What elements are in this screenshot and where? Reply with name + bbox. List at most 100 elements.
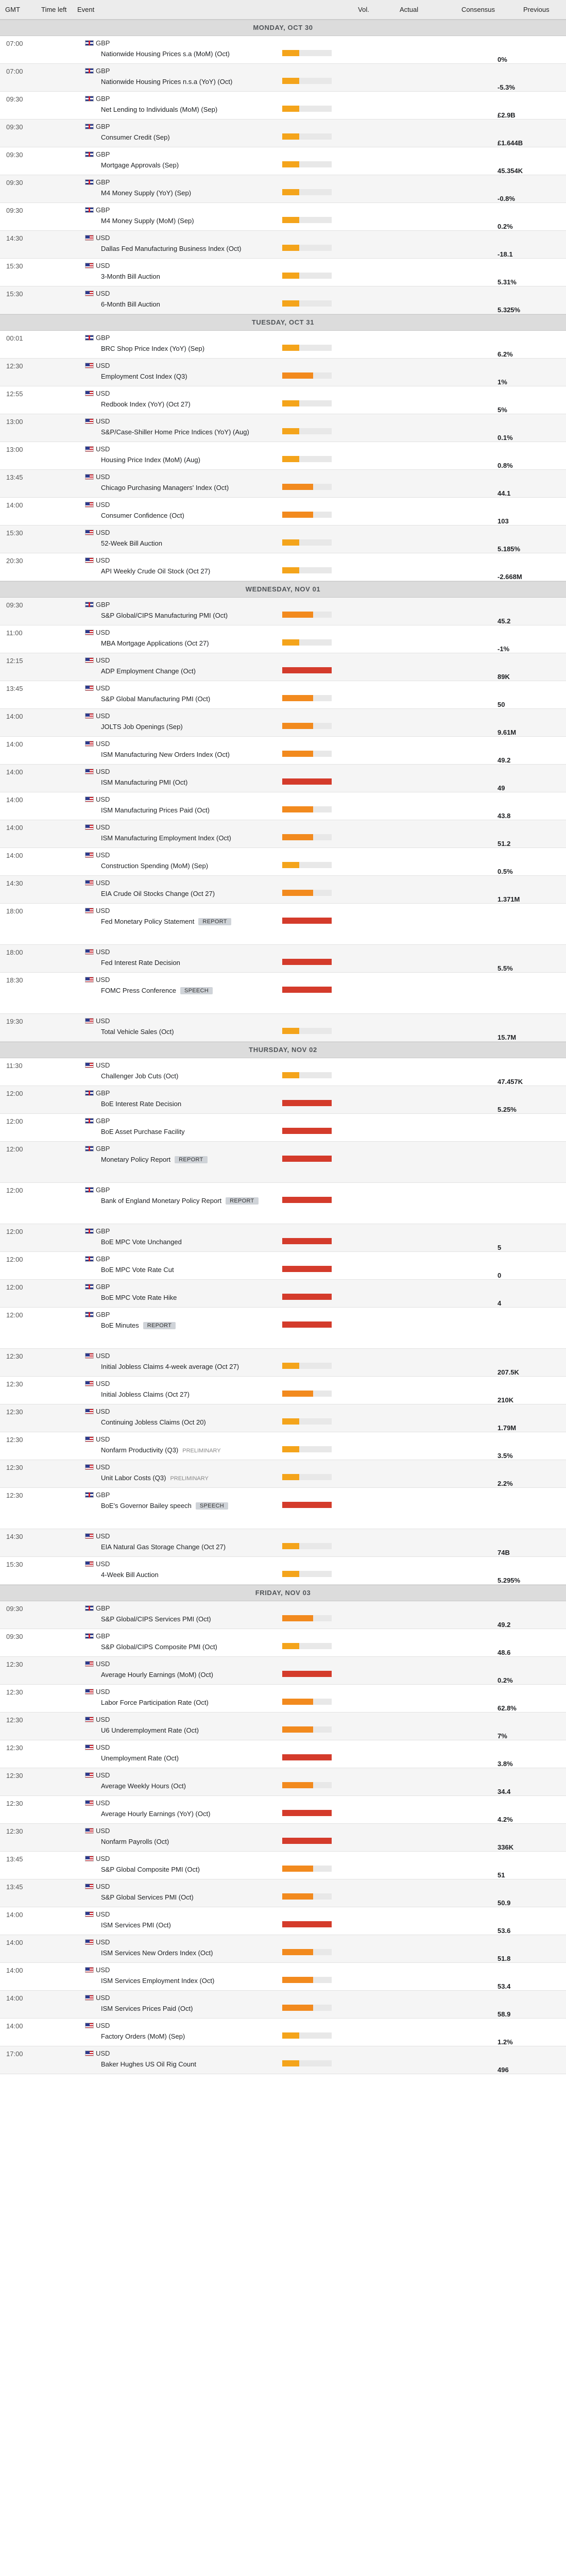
event-name[interactable]: Unemployment Rate (Oct) — [101, 1754, 179, 1762]
event-name[interactable]: Initial Jobless Claims 4-week average (O… — [101, 1363, 239, 1370]
event-name-text[interactable]: Unit Labor Costs (Q3) — [101, 1474, 166, 1482]
event-name[interactable]: Nonfarm Productivity (Q3) PRELIMINARY — [101, 1446, 221, 1454]
event-name-text[interactable]: ISM Services New Orders Index (Oct) — [101, 1949, 213, 1957]
event-name[interactable]: ISM Services Employment Index (Oct) — [101, 1977, 214, 1985]
event-name[interactable]: Monetary Policy Report REPORT — [101, 1156, 208, 1163]
event-name-text[interactable]: Employment Cost Index (Q3) — [101, 372, 187, 380]
event-row[interactable]: 11:00 USD MBA Mortgage Applications (Oct 2… — [0, 625, 566, 653]
event-name-text[interactable]: BoE Interest Rate Decision — [101, 1100, 182, 1108]
event-name-text[interactable]: M4 Money Supply (MoM) (Sep) — [101, 217, 194, 225]
event-row[interactable]: 14:00 USD ISM Services PMI (Oct) 53.6 — [0, 1907, 566, 1935]
event-name[interactable]: BoE Asset Purchase Facility — [101, 1128, 185, 1136]
event-name-text[interactable]: M4 Money Supply (YoY) (Sep) — [101, 189, 192, 197]
event-row[interactable]: 14:00 USD Construction Spending (MoM) (Sep… — [0, 848, 566, 876]
event-name-text[interactable]: Fed Monetary Policy Statement — [101, 918, 195, 925]
event-row[interactable]: 14:30 USD Dallas Fed Manufacturing Busines… — [0, 231, 566, 259]
event-row[interactable]: 12:30 USD Average Hourly Earnings (MoM) (O… — [0, 1657, 566, 1685]
event-name[interactable]: Initial Jobless Claims (Oct 27) — [101, 1391, 190, 1398]
event-row[interactable]: 12:15 USD ADP Employment Change (Oct) 89K — [0, 653, 566, 681]
event-row[interactable]: 12:00 GBP BoE MPC Vote Unchanged 5 — [0, 1224, 566, 1252]
event-name-text[interactable]: 6-Month Bill Auction — [101, 300, 160, 308]
event-name-text[interactable]: BoE Asset Purchase Facility — [101, 1128, 185, 1136]
event-name[interactable]: S&P Global Composite PMI (Oct) — [101, 1866, 200, 1873]
event-name[interactable]: S&P Global/CIPS Composite PMI (Oct) — [101, 1643, 217, 1651]
event-name-text[interactable]: S&P Global Composite PMI (Oct) — [101, 1866, 200, 1873]
event-name-text[interactable]: U6 Underemployment Rate (Oct) — [101, 1726, 199, 1734]
event-name-text[interactable]: ISM Manufacturing Prices Paid (Oct) — [101, 806, 210, 814]
event-name[interactable]: MBA Mortgage Applications (Oct 27) — [101, 639, 209, 647]
event-row[interactable]: 09:30 GBP Mortgage Approvals (Sep) 45.354K — [0, 147, 566, 175]
event-name[interactable]: S&P Global/CIPS Manufacturing PMI (Oct) — [101, 612, 228, 619]
event-row[interactable]: 14:00 USD JOLTS Job Openings (Sep) 9.61M — [0, 709, 566, 737]
event-row[interactable]: 14:00 USD ISM Manufacturing New Orders Ind… — [0, 737, 566, 765]
event-name[interactable]: ISM Services Prices Paid (Oct) — [101, 2005, 193, 2012]
event-name-text[interactable]: BoE Minutes — [101, 1321, 139, 1329]
event-row[interactable]: 12:30 USD Initial Jobless Claims 4-week av… — [0, 1349, 566, 1377]
event-name[interactable]: Unit Labor Costs (Q3) PRELIMINARY — [101, 1474, 209, 1482]
event-name-text[interactable]: Factory Orders (MoM) (Sep) — [101, 2032, 185, 2040]
event-name[interactable]: BoE MPC Vote Rate Hike — [101, 1294, 177, 1301]
event-name[interactable]: EIA Natural Gas Storage Change (Oct 27) — [101, 1543, 226, 1551]
event-row[interactable]: 12:30 USD Initial Jobless Claims (Oct 27) 2… — [0, 1377, 566, 1404]
event-row[interactable]: 20:30 USD API Weekly Crude Oil Stock (Oct … — [0, 553, 566, 581]
event-name-text[interactable]: BRC Shop Price Index (YoY) (Sep) — [101, 345, 205, 352]
event-name-text[interactable]: Average Hourly Earnings (YoY) (Oct) — [101, 1810, 211, 1818]
event-name[interactable]: Nationwide Housing Prices n.s.a (YoY) (O… — [101, 78, 232, 86]
event-row[interactable]: 09:30 GBP S&P Global/CIPS Services PMI (Oc… — [0, 1601, 566, 1629]
event-row[interactable]: 18:00 USD Fed Interest Rate Decision 5.5% — [0, 945, 566, 973]
event-row[interactable]: 14:00 USD ISM Services New Orders Index (O… — [0, 1935, 566, 1963]
event-name[interactable]: Fed Monetary Policy Statement REPORT — [101, 918, 231, 925]
event-name-text[interactable]: Consumer Confidence (Oct) — [101, 512, 184, 519]
event-name-text[interactable]: Housing Price Index (MoM) (Aug) — [101, 456, 200, 464]
event-row[interactable]: 17:00 USD Baker Hughes US Oil Rig Count 496 — [0, 2046, 566, 2074]
event-name[interactable]: ISM Services New Orders Index (Oct) — [101, 1949, 213, 1957]
event-name-text[interactable]: Continuing Jobless Claims (Oct 20) — [101, 1418, 206, 1426]
event-row[interactable]: 12:55 USD Redbook Index (YoY) (Oct 27) 5% — [0, 386, 566, 414]
event-name[interactable]: U6 Underemployment Rate (Oct) — [101, 1726, 199, 1734]
event-name-text[interactable]: S&P Global/CIPS Services PMI (Oct) — [101, 1615, 211, 1623]
event-name[interactable]: Nonfarm Payrolls (Oct) — [101, 1838, 169, 1845]
event-name-text[interactable]: Fed Interest Rate Decision — [101, 959, 180, 967]
event-name[interactable]: Employment Cost Index (Q3) — [101, 372, 187, 380]
event-row[interactable]: 12:00 GBP BoE Minutes REPORT — [0, 1308, 566, 1349]
event-row[interactable]: 12:30 USD U6 Underemployment Rate (Oct) 7% — [0, 1713, 566, 1740]
event-name-text[interactable]: Total Vehicle Sales (Oct) — [101, 1028, 174, 1036]
event-name-text[interactable]: Nonfarm Payrolls (Oct) — [101, 1838, 169, 1845]
event-row[interactable]: 13:00 USD Housing Price Index (MoM) (Aug) 0… — [0, 442, 566, 470]
event-name[interactable]: Challenger Job Cuts (Oct) — [101, 1072, 178, 1080]
event-name-text[interactable]: API Weekly Crude Oil Stock (Oct 27) — [101, 567, 211, 575]
event-name-text[interactable]: BoE's Governor Bailey speech — [101, 1502, 192, 1510]
event-name-text[interactable]: ISM Manufacturing PMI (Oct) — [101, 778, 188, 786]
event-name-text[interactable]: Initial Jobless Claims (Oct 27) — [101, 1391, 190, 1398]
event-name[interactable]: M4 Money Supply (MoM) (Sep) — [101, 217, 194, 225]
event-name-text[interactable]: Average Weekly Hours (Oct) — [101, 1782, 186, 1790]
event-name-text[interactable]: Mortgage Approvals (Sep) — [101, 161, 179, 169]
event-row[interactable]: 15:30 USD 6-Month Bill Auction 5.325% — [0, 286, 566, 314]
event-row[interactable]: 12:00 GBP BoE MPC Vote Rate Hike 4 — [0, 1280, 566, 1308]
event-row[interactable]: 13:45 USD S&P Global Services PMI (Oct) 50.… — [0, 1879, 566, 1907]
event-row[interactable]: 14:00 USD Consumer Confidence (Oct) 103 — [0, 498, 566, 526]
event-row[interactable]: 09:30 GBP Consumer Credit (Sep) £1.644B — [0, 120, 566, 147]
event-row[interactable]: 12:30 USD Unemployment Rate (Oct) 3.8% — [0, 1740, 566, 1768]
event-name[interactable]: Average Weekly Hours (Oct) — [101, 1782, 186, 1790]
event-row[interactable]: 12:00 GBP BoE Asset Purchase Facility — [0, 1114, 566, 1142]
event-name[interactable]: BoE MPC Vote Rate Cut — [101, 1266, 174, 1274]
event-name[interactable]: Construction Spending (MoM) (Sep) — [101, 862, 208, 870]
event-name[interactable]: Redbook Index (YoY) (Oct 27) — [101, 400, 191, 408]
event-name-text[interactable]: JOLTS Job Openings (Sep) — [101, 723, 183, 731]
event-row[interactable]: 12:30 USD Average Hourly Earnings (YoY) (O… — [0, 1796, 566, 1824]
event-row[interactable]: 07:00 GBP Nationwide Housing Prices s.a (M… — [0, 36, 566, 64]
event-row[interactable]: 12:30 USD Employment Cost Index (Q3) 1% — [0, 359, 566, 386]
event-name-text[interactable]: Nationwide Housing Prices s.a (MoM) (Oct… — [101, 50, 230, 58]
event-row[interactable]: 07:00 GBP Nationwide Housing Prices n.s.a … — [0, 64, 566, 92]
event-name[interactable]: Chicago Purchasing Managers' Index (Oct) — [101, 484, 229, 492]
event-name[interactable]: Labor Force Participation Rate (Oct) — [101, 1699, 209, 1706]
event-row[interactable]: 12:30 USD Labor Force Participation Rate (… — [0, 1685, 566, 1713]
event-name-text[interactable]: MBA Mortgage Applications (Oct 27) — [101, 639, 209, 647]
event-name[interactable]: Nationwide Housing Prices s.a (MoM) (Oct… — [101, 50, 230, 58]
event-name[interactable]: Factory Orders (MoM) (Sep) — [101, 2032, 185, 2040]
event-name-text[interactable]: Construction Spending (MoM) (Sep) — [101, 862, 209, 870]
event-name[interactable]: BoE Minutes REPORT — [101, 1321, 176, 1329]
event-name[interactable]: Net Lending to Individuals (MoM) (Sep) — [101, 106, 217, 113]
event-name[interactable]: ISM Manufacturing Prices Paid (Oct) — [101, 806, 210, 814]
